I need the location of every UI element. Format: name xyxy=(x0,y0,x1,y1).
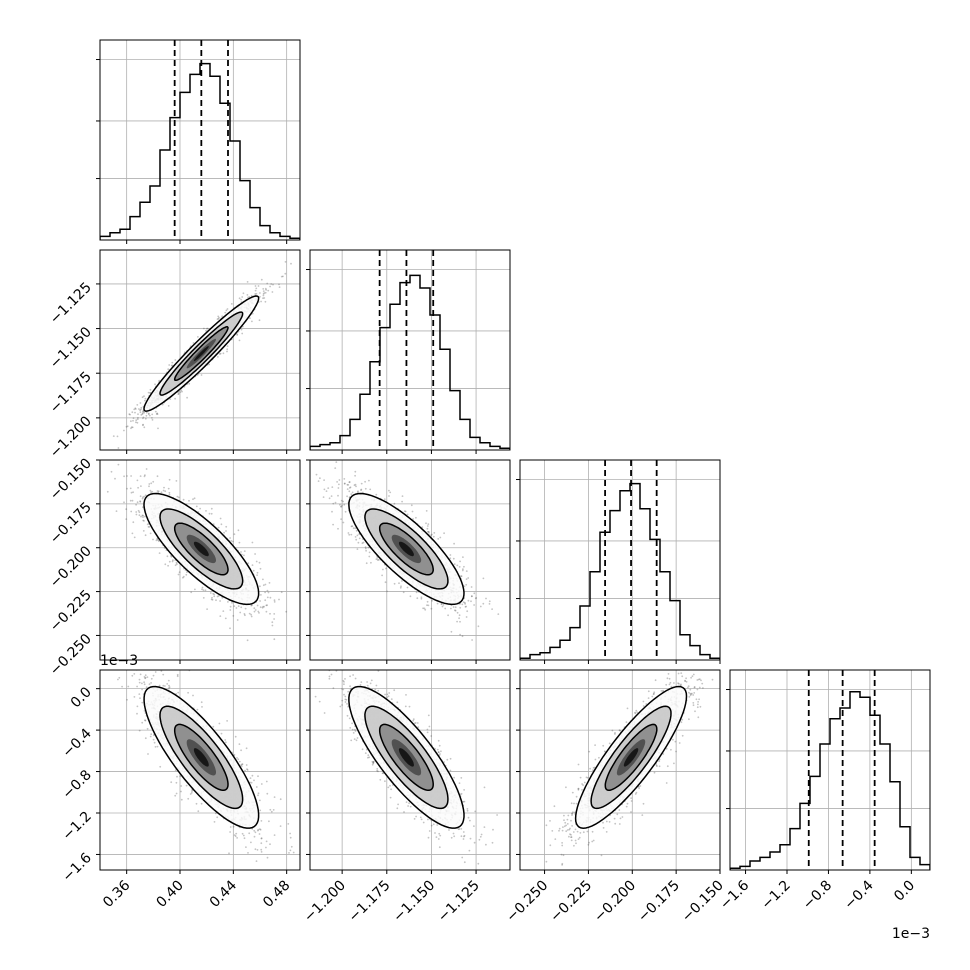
contour-3 xyxy=(173,326,229,382)
contour-1 xyxy=(143,295,260,412)
density-panel-4-2 xyxy=(306,669,511,874)
y-tick-label: −1.125 xyxy=(47,279,95,327)
panel-frame xyxy=(99,669,301,871)
contour-3 xyxy=(604,723,658,792)
y-tick-label: −0.225 xyxy=(47,587,95,635)
x-tick-label: 0.48 xyxy=(260,878,293,911)
x-tick-label: −1.6 xyxy=(717,877,752,912)
panel-frame xyxy=(309,459,511,661)
density-panel-4-3 xyxy=(516,669,721,874)
x-tick-label: 0.44 xyxy=(207,877,240,910)
panel-frame xyxy=(99,249,301,451)
contour-1 xyxy=(348,685,465,829)
contour-3 xyxy=(173,723,229,792)
panels-group xyxy=(96,39,931,874)
density-level-5 xyxy=(193,541,209,557)
x-tick-label: −0.200 xyxy=(591,878,639,926)
panel-frame xyxy=(99,39,301,241)
histogram-step xyxy=(520,482,720,660)
contour-2 xyxy=(159,311,244,396)
x-tick-label: −0.8 xyxy=(800,878,835,913)
panel-frame xyxy=(309,669,511,871)
histogram-step xyxy=(100,62,300,240)
y-tick-label: −1.175 xyxy=(47,369,95,417)
contour-3 xyxy=(173,522,229,576)
panel-frame xyxy=(729,669,931,871)
y-tick-label: −1.150 xyxy=(47,324,95,372)
hist-panel-3 xyxy=(516,459,721,664)
x-tick-label: −1.2 xyxy=(758,878,793,913)
density-level-5 xyxy=(193,748,209,767)
x-tick-label: 0.0 xyxy=(891,878,918,905)
contour-3 xyxy=(378,723,434,792)
y-tick-label: −0.175 xyxy=(47,499,95,547)
x-tick-label: −0.250 xyxy=(503,878,551,926)
panel-frame xyxy=(99,459,301,661)
density-panel-4-1 xyxy=(96,669,301,874)
density-panel-3-1 xyxy=(96,459,301,664)
hist-panel-2 xyxy=(306,249,511,454)
y-tick-label: −1.200 xyxy=(47,413,95,461)
y-tick-label: −1.2 xyxy=(59,809,94,844)
y-tick-label: −1.6 xyxy=(59,850,94,885)
contour-2 xyxy=(364,508,449,590)
x-scale-note: 1e−3 xyxy=(892,926,930,942)
x-tick-label: −1.150 xyxy=(390,878,438,926)
x-tick-label: 0.36 xyxy=(100,877,133,910)
x-tick-label: −0.175 xyxy=(635,878,683,926)
y-scale-note: 1e−3 xyxy=(100,653,138,669)
density-panel-3-2 xyxy=(306,459,511,664)
contour-1 xyxy=(143,685,260,829)
contour-2 xyxy=(364,705,449,810)
contour-2 xyxy=(159,508,244,590)
y-tick-label: −0.200 xyxy=(47,543,95,591)
contour-2 xyxy=(159,705,244,810)
density-level-5 xyxy=(193,346,209,362)
x-tick-label: −1.175 xyxy=(346,878,394,926)
panel-frame xyxy=(519,669,721,871)
density-level-5 xyxy=(623,748,639,767)
y-tick-label: −0.4 xyxy=(59,726,94,761)
density-panel-2-1 xyxy=(96,249,301,454)
density-level-5 xyxy=(398,541,414,557)
x-tick-label: −0.225 xyxy=(547,878,595,926)
histogram-step xyxy=(730,691,930,870)
contour-3 xyxy=(378,522,434,576)
contour-1 xyxy=(348,492,465,606)
y-tick-label: −0.150 xyxy=(47,456,95,504)
histogram-step xyxy=(310,274,510,450)
y-tick-label: 0.0 xyxy=(68,684,95,711)
x-tick-label: −0.4 xyxy=(841,877,876,912)
contour-2 xyxy=(590,705,672,810)
contour-1 xyxy=(574,685,688,829)
hist-panel-1 xyxy=(96,39,301,244)
hist-panel-4 xyxy=(726,669,931,874)
y-tick-label: −0.250 xyxy=(47,631,95,679)
x-tick-label: −1.125 xyxy=(435,878,483,926)
y-tick-label: −0.8 xyxy=(59,767,94,802)
x-tick-label: 0.40 xyxy=(153,878,186,911)
x-tick-label: −1.200 xyxy=(301,878,349,926)
density-level-5 xyxy=(398,748,414,767)
panel-frame xyxy=(309,249,511,451)
contour-1 xyxy=(143,492,260,606)
panel-frame xyxy=(519,459,721,661)
